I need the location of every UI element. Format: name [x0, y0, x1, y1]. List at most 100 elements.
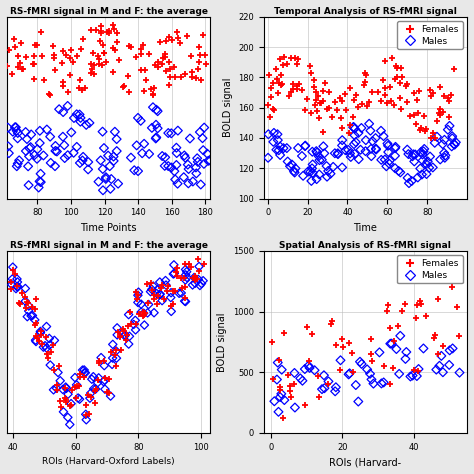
Point [186, 135, 194, 142]
Point [51, 66, 59, 74]
Point [95, 374, 102, 382]
Point [107, 185, 114, 192]
Point [38, 340, 46, 348]
Point [378, 380, 385, 387]
Point [380, 132, 387, 140]
Point [18, 289, 25, 297]
Point [194, 275, 201, 283]
Point [16, 300, 24, 307]
Point [381, 156, 389, 164]
Point [64, 102, 72, 109]
Point [185, 165, 192, 173]
Point [7, 285, 15, 293]
Point [427, 134, 434, 142]
Point [177, 289, 185, 297]
Point [383, 140, 391, 147]
Point [66, 421, 73, 428]
Point [100, 362, 108, 369]
Point [355, 155, 363, 163]
Point [124, 73, 131, 80]
Point [284, 371, 292, 379]
Point [309, 161, 317, 168]
Point [139, 41, 147, 49]
Point [331, 98, 339, 106]
Point [28, 312, 36, 319]
Point [363, 102, 370, 109]
Point [15, 300, 22, 307]
Point [36, 127, 44, 135]
Point [152, 121, 160, 128]
Point [5, 46, 12, 54]
Point [429, 129, 437, 137]
Point [390, 337, 398, 345]
Point [79, 35, 87, 43]
Point [411, 151, 419, 158]
Point [87, 389, 94, 397]
Point [154, 58, 162, 66]
Point [345, 371, 352, 378]
Point [192, 164, 200, 171]
Point [450, 140, 458, 148]
Point [125, 88, 133, 96]
Point [299, 172, 307, 180]
Point [287, 393, 295, 401]
Point [278, 80, 285, 87]
Point [178, 284, 185, 292]
Point [301, 142, 309, 149]
Point [114, 328, 121, 336]
Point [290, 167, 298, 175]
Point [370, 380, 377, 387]
Point [95, 60, 103, 68]
Point [422, 126, 430, 133]
Point [291, 169, 299, 176]
Point [162, 154, 169, 161]
Point [446, 113, 453, 121]
Point [9, 266, 17, 274]
Point [140, 310, 147, 317]
Point [410, 89, 418, 97]
Point [448, 135, 456, 142]
Point [27, 143, 35, 151]
Point [338, 164, 346, 171]
Point [158, 297, 166, 304]
Point [24, 300, 32, 307]
Point [130, 320, 137, 328]
Point [412, 121, 419, 128]
Point [22, 147, 30, 155]
Point [338, 98, 346, 105]
Point [274, 137, 282, 144]
Point [86, 394, 94, 402]
Point [14, 135, 21, 142]
Y-axis label: BOLD signal: BOLD signal [218, 312, 228, 372]
Point [430, 334, 438, 341]
Point [90, 70, 98, 78]
Point [69, 386, 76, 394]
Point [113, 331, 121, 338]
Point [357, 124, 365, 132]
Point [377, 97, 385, 105]
Point [156, 38, 164, 46]
Point [334, 106, 341, 113]
Point [79, 366, 86, 374]
Point [418, 171, 426, 178]
Point [170, 261, 178, 269]
Point [431, 139, 438, 146]
Point [275, 408, 283, 416]
Point [50, 55, 58, 62]
Point [307, 109, 315, 117]
Point [325, 89, 333, 96]
Point [123, 331, 130, 338]
Point [369, 137, 376, 145]
Point [409, 372, 416, 379]
Point [100, 357, 108, 365]
Point [14, 160, 21, 167]
Point [368, 375, 375, 383]
Point [328, 320, 335, 328]
Point [170, 301, 177, 308]
Point [299, 377, 306, 384]
Point [406, 112, 413, 120]
Point [338, 142, 346, 149]
Point [442, 152, 449, 159]
Point [12, 285, 20, 292]
Point [291, 369, 298, 377]
